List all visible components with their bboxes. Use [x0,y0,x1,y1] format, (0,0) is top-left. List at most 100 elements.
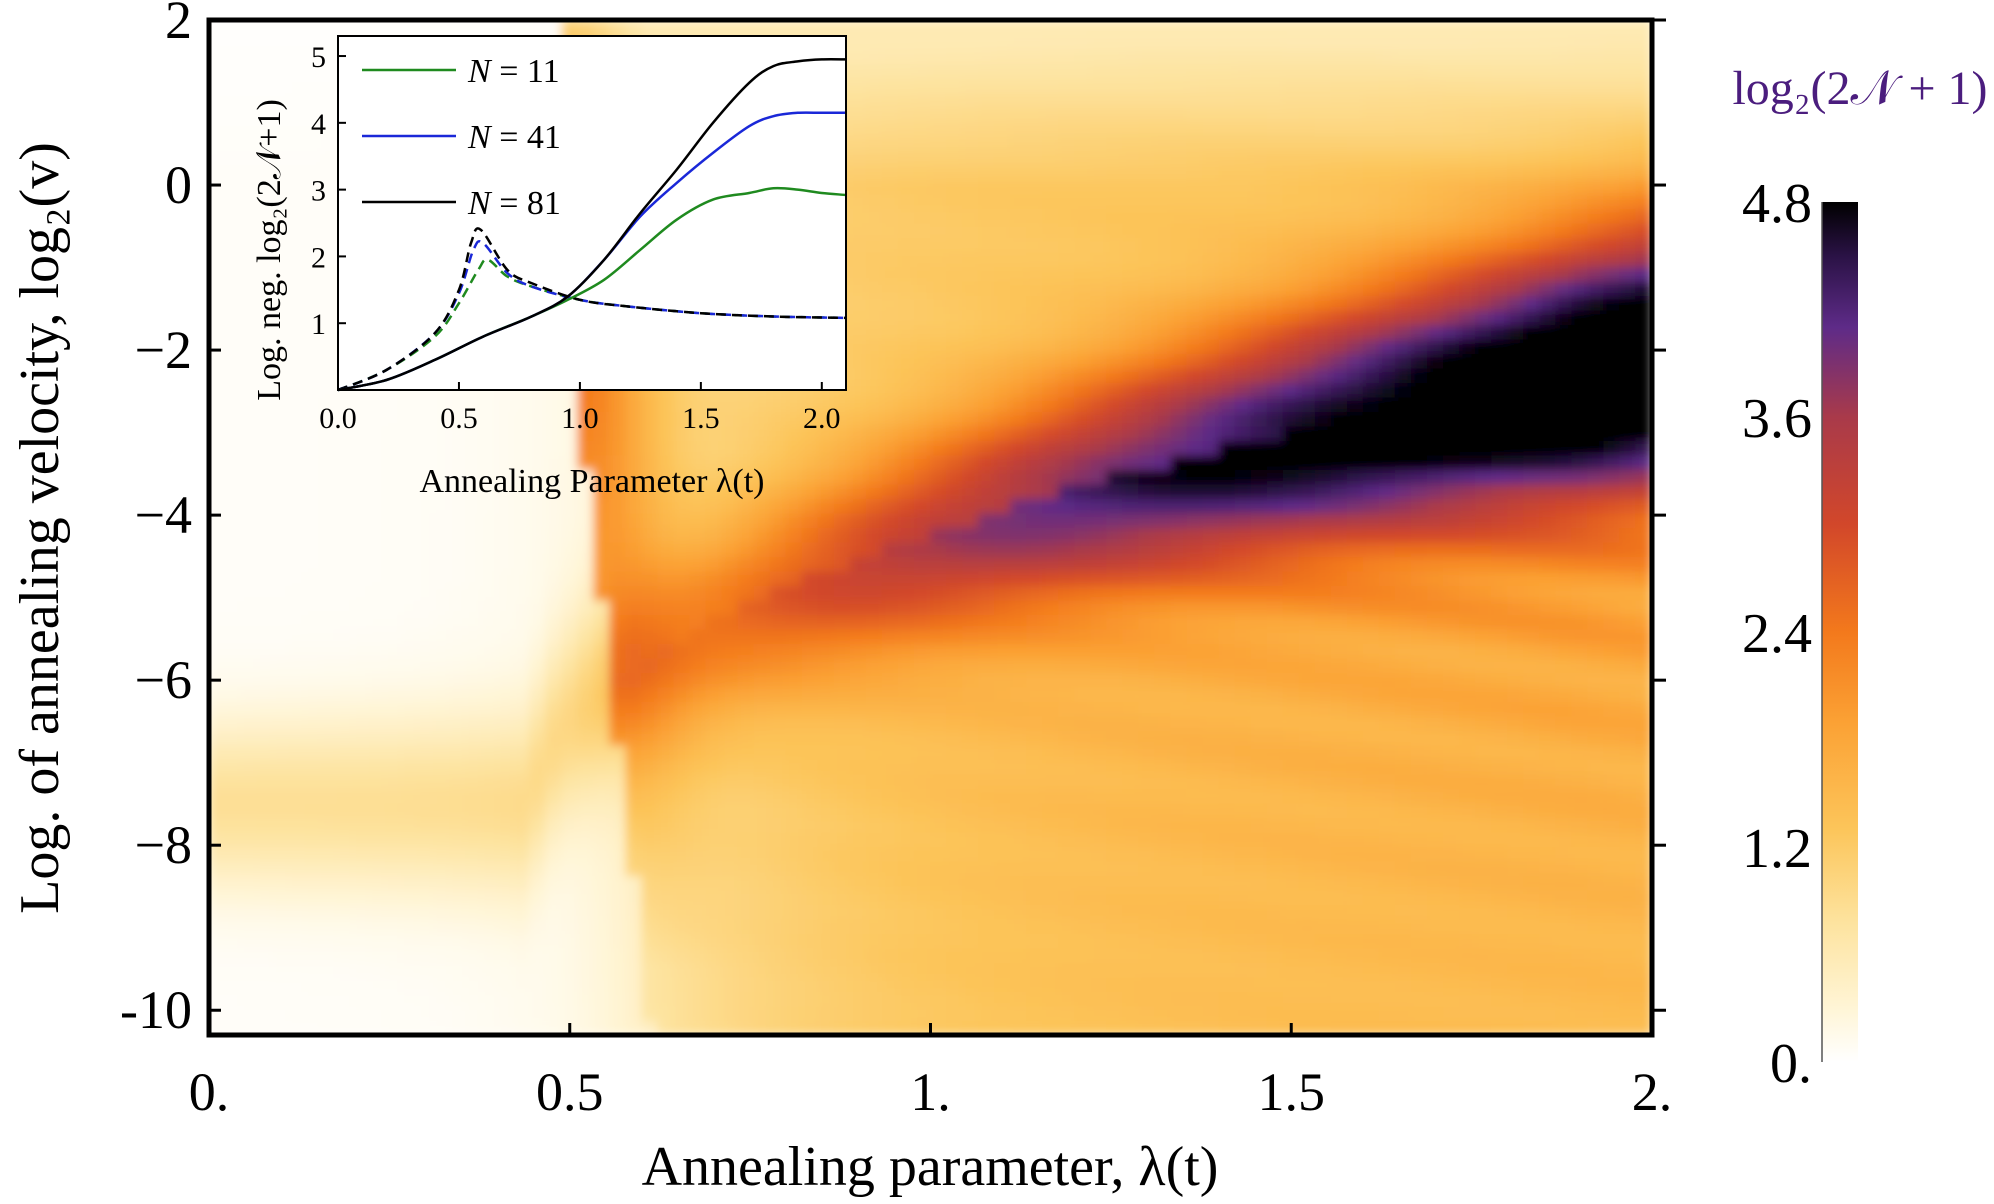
heatmap-cell [881,135,899,151]
heatmap-cell [400,947,418,963]
heatmap-cell [817,440,835,456]
heatmap-cell [962,860,980,876]
heatmap-cell [994,425,1012,441]
heatmap-cell [513,686,531,702]
heatmap-cell [978,63,996,79]
heatmap-cell [1202,77,1220,93]
heatmap-cell [1122,92,1140,108]
heatmap-cell [913,251,931,267]
heatmap-cell [1090,425,1108,441]
heatmap-cell [465,1005,483,1021]
heatmap-cell [481,875,499,891]
heatmap-cell [1314,135,1332,151]
heatmap-cell [1170,875,1188,891]
heatmap-cell [817,1020,835,1035]
heatmap-cell [705,831,723,847]
heatmap-cell [673,657,691,673]
heatmap-cell [865,338,883,354]
heatmap-cell [1122,962,1140,978]
heatmap-cell [272,48,290,64]
heatmap-cell [1026,527,1044,543]
heatmap-cell [288,280,306,296]
heatmap-cell [432,991,450,1007]
heatmap-cell [240,179,258,195]
heatmap-cell [897,469,915,485]
heatmap-cell [641,628,659,644]
heatmap-cell [785,440,803,456]
heatmap-cell [625,556,643,572]
heatmap-cell [865,686,883,702]
heatmap-cell [897,672,915,688]
heatmap-cell [1170,77,1188,93]
heatmap-cell [1282,208,1300,224]
heatmap-cell [1122,135,1140,151]
heatmap-cell [785,788,803,804]
heatmap-cell [1154,34,1172,50]
heatmap-cell [881,773,899,789]
heatmap-cell [721,846,739,862]
heatmap-cell [1202,527,1220,543]
heatmap-cell [304,309,322,325]
heatmap-cell [1138,962,1156,978]
heatmap-cell [1186,121,1204,137]
heatmap-cell [913,34,931,50]
heatmap-cell [529,701,547,717]
heatmap-cell [1250,744,1268,760]
heatmap-cell [1106,614,1124,630]
heatmap-cell [946,614,964,630]
heatmap-cell [1010,266,1028,282]
heatmap-cell [1058,208,1076,224]
heatmap-cell [881,150,899,166]
heatmap-cell [1186,947,1204,963]
heatmap-cell [946,396,964,412]
heatmap-cell [1234,454,1252,470]
heatmap-cell [1138,846,1156,862]
heatmap-cell [1282,324,1300,340]
heatmap-cell [897,831,915,847]
heatmap-cell [384,817,402,833]
heatmap-cell [209,802,226,818]
heatmap-cell [416,570,434,586]
heatmap-cell [529,556,547,572]
heatmap-cell [1042,744,1060,760]
heatmap-cell [432,730,450,746]
heatmap-cell [481,860,499,876]
heatmap-cell [769,744,787,760]
heatmap-cell [1346,889,1364,905]
heatmap-cell [1234,643,1252,659]
heatmap-cell [881,599,899,615]
heatmap-cell [481,512,499,528]
heatmap-cell [513,744,531,760]
heatmap-cell [1042,657,1060,673]
heatmap-cell [1314,860,1332,876]
heatmap-cell [1330,773,1348,789]
heatmap-cell [881,454,899,470]
heatmap-cell [209,831,226,847]
heatmap-cell [561,527,579,543]
heatmap-cell [256,788,274,804]
heatmap-cell [304,63,322,79]
heatmap-cell [1314,614,1332,630]
heatmap-cell [1170,251,1188,267]
heatmap-cell [946,309,964,325]
heatmap-cell [288,324,306,340]
heatmap-cell [897,425,915,441]
heatmap-cell [1314,193,1332,209]
heatmap-cell [320,193,338,209]
heatmap-cell [1122,672,1140,688]
heatmap-cell [1042,367,1060,383]
heatmap-cell [1330,759,1348,775]
heatmap-cell [304,817,322,833]
heatmap-cell [1298,77,1316,93]
heatmap-cell [497,1020,515,1035]
heatmap-cell [1122,353,1140,369]
heatmap-cell [1298,730,1316,746]
heatmap-cell [304,498,322,514]
heatmap-cell [1282,701,1300,717]
heatmap-cell [737,512,755,528]
heatmap-cell [881,396,899,412]
heatmap-cell [1042,266,1060,282]
heatmap-cell [625,788,643,804]
heatmap-cell [785,614,803,630]
heatmap-cell [865,715,883,731]
